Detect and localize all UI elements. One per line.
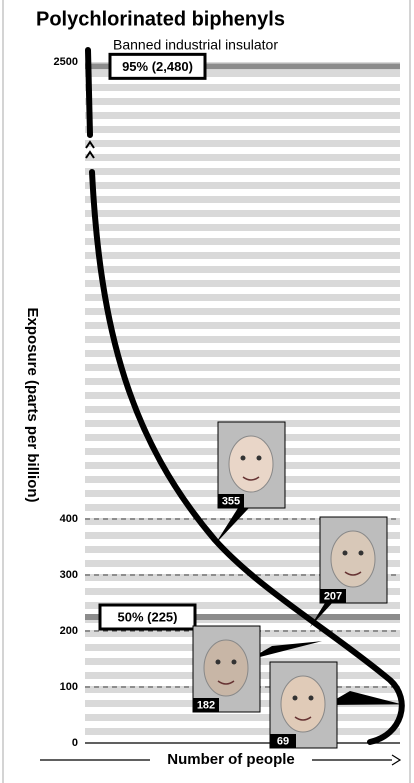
y-tick-label: 100 (60, 681, 78, 693)
portrait-eye (343, 551, 348, 556)
person-value: 207 (324, 590, 342, 602)
portrait-eye (257, 456, 262, 461)
chart: Polychlorinated biphenyls Banned industr… (0, 0, 414, 783)
y-tick-label: 300 (60, 569, 78, 581)
percentile-label: 95% (2,480) (122, 59, 193, 74)
x-axis-label: Number of people (167, 751, 295, 768)
chart-subtitle: Banned industrial insulator (113, 37, 278, 53)
y-tick-label: 2500 (54, 56, 78, 68)
portrait-eye (293, 696, 298, 701)
portrait-eye (309, 696, 314, 701)
x-arrow-head (392, 755, 400, 765)
portrait-eye (241, 456, 246, 461)
portrait-face (204, 640, 248, 696)
portrait-eye (232, 660, 237, 665)
portrait-eye (359, 551, 364, 556)
percentile-label: 50% (225) (118, 609, 178, 624)
person-value: 69 (277, 735, 289, 747)
y-tick-label: 200 (60, 625, 78, 637)
y-tick-label: 0 (72, 737, 78, 749)
portrait-face (281, 676, 325, 732)
portrait-eye (216, 660, 221, 665)
person-value: 355 (222, 495, 240, 507)
portrait-face (331, 531, 375, 587)
portrait-face (229, 436, 273, 492)
y-tick-label: 400 (60, 513, 78, 525)
y-axis-label: Exposure (parts per billion) (24, 307, 41, 502)
person-value: 182 (197, 699, 215, 711)
chart-title: Polychlorinated biphenyls (36, 8, 285, 30)
